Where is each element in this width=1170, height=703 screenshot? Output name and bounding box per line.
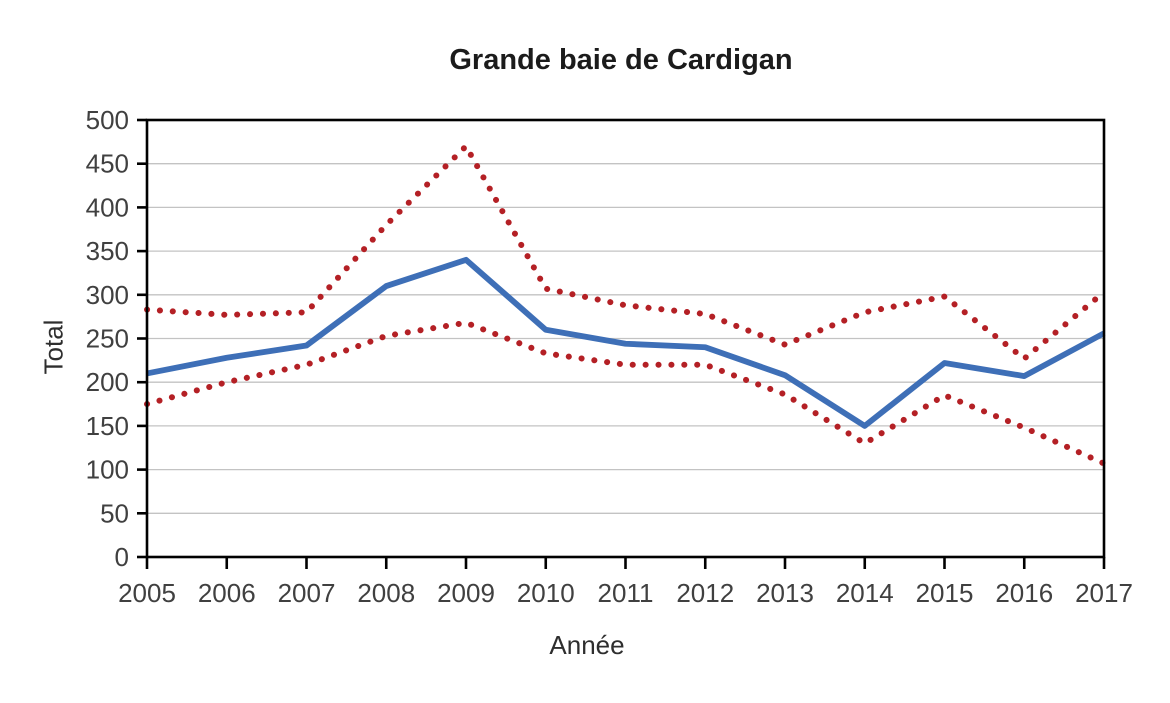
y-tick-label: 50 xyxy=(100,498,129,528)
x-tick-label: 2010 xyxy=(517,578,575,608)
y-tick-label: 300 xyxy=(86,280,129,310)
series-total-line xyxy=(146,256,1106,429)
y-tick-label: 350 xyxy=(86,236,129,266)
y-tick-label: 500 xyxy=(86,105,129,135)
y-tick-label: 0 xyxy=(115,542,129,572)
x-tick-label: 2013 xyxy=(756,578,814,608)
x-tick-label: 2015 xyxy=(916,578,974,608)
x-axis-title: Année xyxy=(549,630,625,660)
x-tick-label: 2008 xyxy=(357,578,415,608)
y-tick-label: 200 xyxy=(86,367,129,397)
x-tick-label: 2014 xyxy=(836,578,894,608)
y-axis-ticks xyxy=(137,118,147,559)
series-lines xyxy=(144,143,1107,467)
y-tick-label: 150 xyxy=(86,411,129,441)
gridlines xyxy=(147,163,1104,514)
x-tick-label: 2012 xyxy=(676,578,734,608)
y-tick-label: 450 xyxy=(86,149,129,179)
chart-title: Grande baie de Cardigan xyxy=(449,44,793,76)
y-tick-label: 400 xyxy=(86,192,129,222)
x-tick-label: 2016 xyxy=(995,578,1053,608)
x-axis-ticks xyxy=(145,557,1106,569)
x-tick-label: 2017 xyxy=(1075,578,1133,608)
series-upper-bound-line xyxy=(144,143,1107,362)
x-tick-label: 2005 xyxy=(118,578,176,608)
y-tick-label: 250 xyxy=(86,324,129,354)
x-tick-label: 2007 xyxy=(278,578,336,608)
x-tick-label: 2009 xyxy=(437,578,495,608)
x-tick-label: 2006 xyxy=(198,578,256,608)
y-tick-label: 100 xyxy=(86,455,129,485)
x-tick-labels: 2005 2006 2007 2008 2009 2010 2011 2012 2013 2014… xyxy=(118,578,1133,608)
y-tick-labels: 0 50 100 150 200 250 300 350 400 450 500 xyxy=(86,105,129,572)
x-tick-label: 2011 xyxy=(598,578,654,608)
